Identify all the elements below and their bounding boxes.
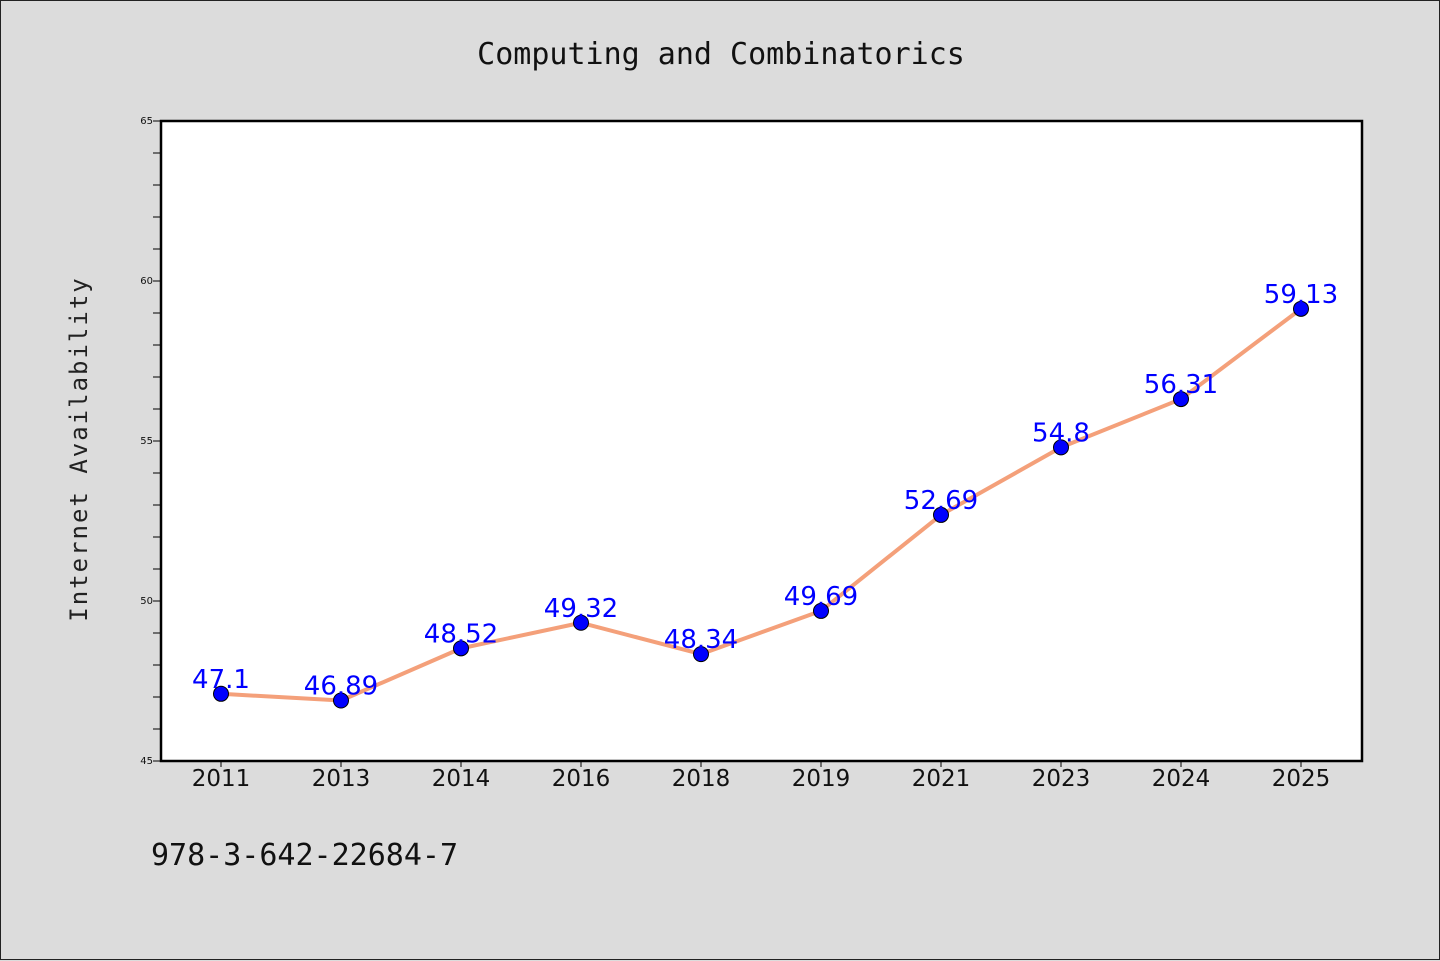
- data-point: [933, 506, 949, 523]
- y-tick-label: 50: [140, 596, 153, 607]
- plot-frame: [159, 119, 1364, 763]
- data-point: [453, 640, 469, 657]
- data-point: [1053, 439, 1069, 456]
- data-label: 49.32: [544, 594, 618, 624]
- x-tick-label: 2025: [1272, 766, 1331, 792]
- x-tick-label: 2019: [792, 766, 851, 792]
- y-tick-label: 45: [140, 756, 153, 767]
- x-tick-label: 2024: [1152, 766, 1211, 792]
- x-tick-label: 2023: [1032, 766, 1091, 792]
- y-tick-label: 65: [140, 116, 153, 127]
- data-point: [1293, 300, 1309, 317]
- data-markers: [213, 300, 1309, 709]
- y-tick-label: 55: [140, 436, 153, 447]
- data-label: 52.69: [904, 486, 978, 516]
- data-label: 54.8: [1032, 418, 1090, 448]
- footer-code: 978-3-642-22684-7: [151, 838, 458, 873]
- data-label: 48.34: [664, 625, 738, 655]
- y-axis-ticks: 45 50 55 60 65: [140, 116, 161, 767]
- chart-title: Computing and Combinatorics: [477, 37, 965, 72]
- x-tick-label: 2018: [672, 766, 731, 792]
- data-point: [333, 692, 349, 709]
- data-label: 48.52: [424, 619, 498, 649]
- y-tick-label: 60: [140, 276, 153, 287]
- data-point: [813, 602, 829, 619]
- y-axis-label: Internet Availability: [65, 276, 93, 621]
- x-tick-label: 2011: [192, 766, 251, 792]
- x-tick-label: 2021: [912, 766, 971, 792]
- data-point: [1173, 391, 1189, 408]
- data-point: [213, 685, 229, 702]
- x-tick-label: 2013: [312, 766, 371, 792]
- data-label: 46.89: [304, 672, 378, 702]
- x-axis-ticks: 2011 2013 2014 2016 2018 2019 2021 2023 2024 2025: [192, 761, 1331, 792]
- data-point: [693, 646, 709, 663]
- data-label: 59.13: [1264, 280, 1338, 310]
- x-tick-label: 2014: [432, 766, 491, 792]
- data-labels: 47.1 46.89 48.52 49.32 48.34 49.69 52.69 54.8 56…: [192, 280, 1338, 702]
- data-label: 49.69: [784, 582, 858, 612]
- series-line: [220, 307, 1303, 703]
- data-label: 47.1: [192, 665, 250, 695]
- data-label: 56.31: [1144, 370, 1218, 400]
- plot-area: [161, 121, 1362, 761]
- data-point: [573, 614, 589, 631]
- x-tick-label: 2016: [552, 766, 611, 792]
